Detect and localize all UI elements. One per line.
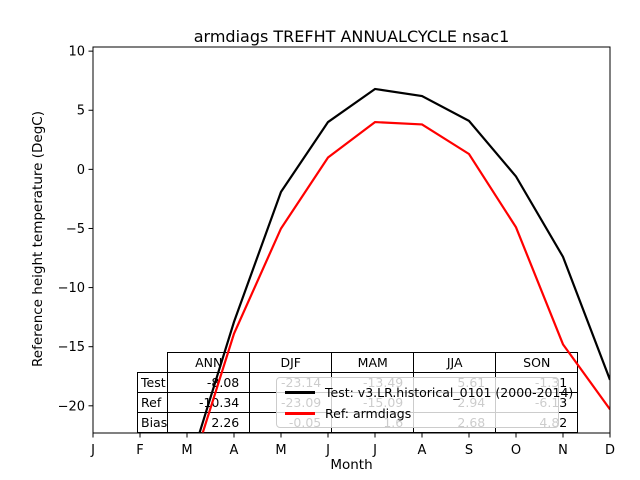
y-tick-label: 0 (77, 163, 85, 178)
x-tick-label: A (418, 443, 427, 458)
x-tick-label: J (372, 443, 377, 458)
x-axis-label: Month (330, 457, 373, 473)
table-column-header: SON (495, 352, 579, 373)
x-tick-label: M (275, 443, 286, 458)
table-column-header: ANN (167, 352, 251, 373)
y-tick-label: −20 (58, 399, 85, 414)
table-corner-cell (138, 353, 168, 373)
x-tick-label: S (465, 443, 473, 458)
table-row-label: Test (136, 372, 169, 393)
table-column-header: MAM (331, 352, 415, 373)
x-tick-label: M (181, 443, 192, 458)
ref-line-sample (285, 412, 315, 415)
x-tick-label: J (90, 443, 95, 458)
table-row-label: Ref (136, 392, 169, 413)
x-tick-label: D (605, 443, 615, 458)
table-column-header: DJF (249, 352, 333, 373)
y-tick-label: 10 (68, 45, 85, 60)
chart-title: armdiags TREFHT ANNUALCYCLE nsac1 (193, 27, 510, 46)
x-tick-label: J (325, 443, 330, 458)
table-column-header: JJA (413, 352, 497, 373)
legend-entry-test: Test: v3.LR.historical_0101 (2000-2014) (285, 382, 573, 403)
legend-entry-ref: Ref: armdiags (285, 403, 558, 424)
x-tick-label: F (136, 443, 143, 458)
legend-label-test: Test: v3.LR.historical_0101 (2000-2014) (325, 385, 574, 400)
y-tick-label: −15 (58, 340, 85, 355)
table-cell: -8.08 (167, 372, 251, 393)
table-cell: 2.26 (167, 412, 251, 433)
x-tick-label: A (230, 443, 239, 458)
test-line-sample (285, 391, 315, 394)
table-row-label: Bias (136, 412, 169, 433)
legend-label-ref: Ref: armdiags (325, 406, 412, 421)
y-tick-label: 5 (77, 104, 85, 119)
x-tick-label: N (558, 443, 568, 458)
y-tick-label: −10 (58, 281, 85, 296)
legend: Test: v3.LR.historical_0101 (2000-2014) … (276, 377, 573, 428)
x-tick-label: O (511, 443, 521, 458)
table-cell: -10.34 (167, 392, 251, 413)
y-tick-label: −5 (66, 222, 85, 237)
